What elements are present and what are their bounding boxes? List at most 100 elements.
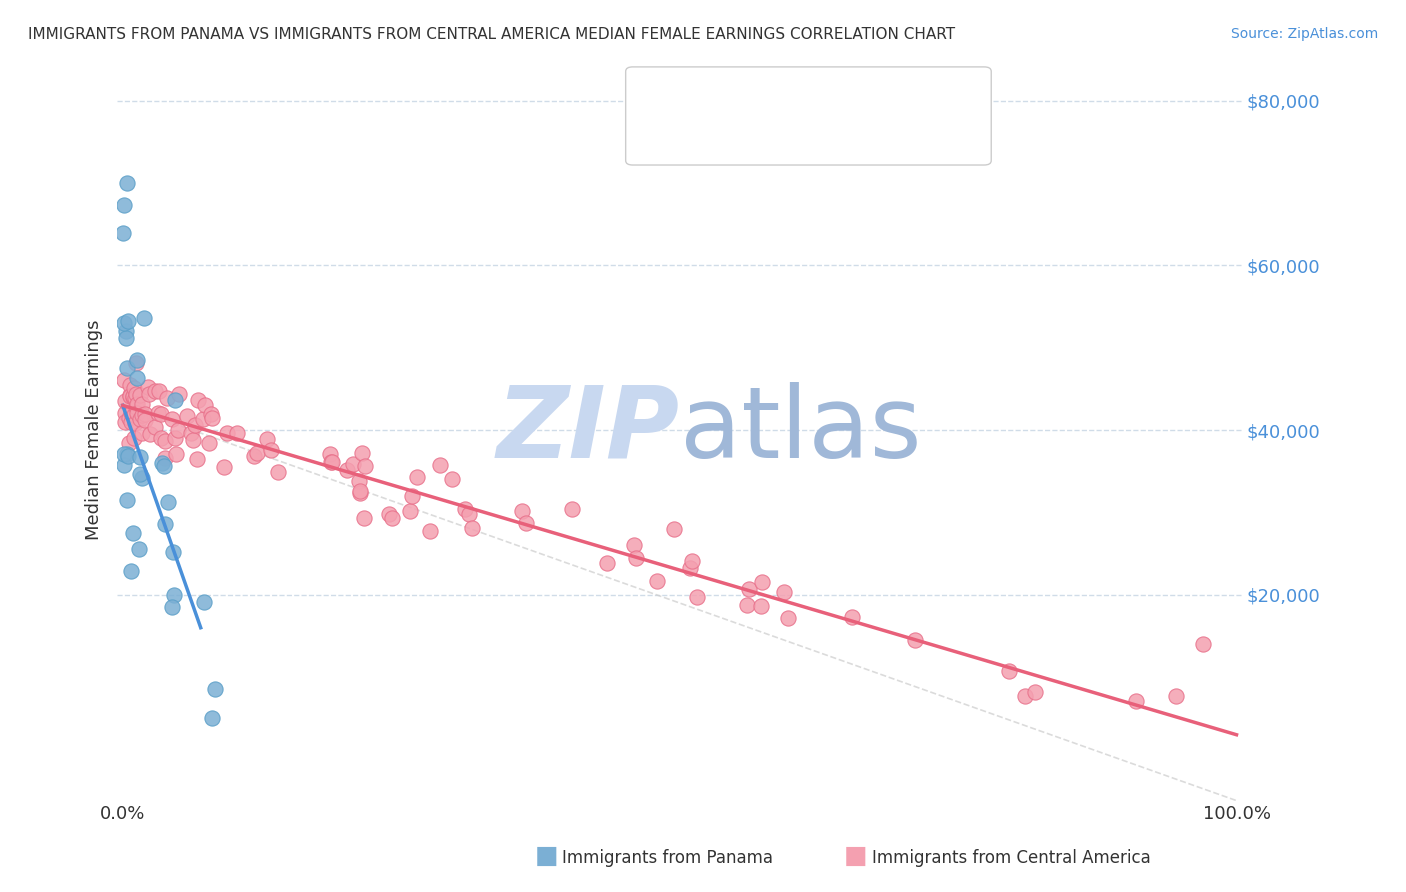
- Immigrants from Panama: [165, 393, 187, 408]
- Immigrants from Panama: [201, 711, 224, 725]
- Immigrants from Central America: [120, 389, 142, 403]
- Text: R =: R =: [682, 87, 718, 104]
- Text: atlas: atlas: [679, 382, 921, 479]
- Text: 33: 33: [862, 87, 886, 104]
- Immigrants from Central America: [186, 452, 208, 467]
- Immigrants from Central America: [1192, 637, 1215, 651]
- Immigrants from Central America: [624, 550, 647, 565]
- Immigrants from Central America: [125, 397, 148, 411]
- Immigrants from Central America: [148, 384, 170, 399]
- Immigrants from Central America: [460, 521, 482, 535]
- Immigrants from Panama: [150, 456, 173, 470]
- Immigrants from Central America: [131, 426, 153, 441]
- Immigrants from Panama: [129, 467, 152, 482]
- Immigrants from Central America: [118, 435, 141, 450]
- Text: Immigrants from Panama: Immigrants from Panama: [562, 849, 773, 867]
- Immigrants from Central America: [138, 386, 160, 401]
- Immigrants from Central America: [165, 431, 187, 445]
- Immigrants from Central America: [120, 378, 142, 392]
- Immigrants from Central America: [679, 560, 702, 574]
- Immigrants from Central America: [120, 416, 142, 430]
- Immigrants from Panama: [112, 447, 135, 461]
- Immigrants from Central America: [776, 611, 799, 625]
- Immigrants from Central America: [176, 409, 198, 423]
- Text: ■: ■: [654, 124, 675, 144]
- Text: ZIP: ZIP: [496, 382, 679, 479]
- Immigrants from Central America: [998, 664, 1021, 678]
- Immigrants from Central America: [114, 406, 136, 420]
- Immigrants from Central America: [149, 431, 172, 445]
- Text: Source: ZipAtlas.com: Source: ZipAtlas.com: [1230, 27, 1378, 41]
- Immigrants from Central America: [623, 538, 645, 552]
- Immigrants from Panama: [128, 541, 150, 556]
- Immigrants from Central America: [212, 459, 235, 474]
- Immigrants from Panama: [160, 600, 183, 615]
- Immigrants from Central America: [349, 486, 371, 500]
- Text: ■: ■: [844, 845, 868, 868]
- Immigrants from Panama: [193, 594, 215, 608]
- Immigrants from Central America: [1014, 689, 1036, 703]
- Immigrants from Central America: [454, 502, 477, 516]
- Immigrants from Central America: [165, 447, 187, 461]
- Immigrants from Central America: [645, 574, 668, 588]
- Immigrants from Central America: [148, 406, 170, 420]
- Immigrants from Central America: [686, 590, 709, 604]
- Immigrants from Panama: [153, 458, 176, 473]
- Text: ■: ■: [654, 84, 675, 103]
- Immigrants from Central America: [904, 632, 927, 647]
- Text: Immigrants from Central America: Immigrants from Central America: [872, 849, 1150, 867]
- Immigrants from Central America: [122, 389, 145, 403]
- Immigrants from Central America: [118, 410, 141, 425]
- Text: IMMIGRANTS FROM PANAMA VS IMMIGRANTS FROM CENTRAL AMERICA MEDIAN FEMALE EARNINGS: IMMIGRANTS FROM PANAMA VS IMMIGRANTS FRO…: [28, 27, 955, 42]
- Text: 113: 113: [862, 127, 897, 145]
- Immigrants from Panama: [112, 226, 135, 240]
- Immigrants from Central America: [217, 426, 239, 441]
- Immigrants from Central America: [138, 427, 160, 442]
- Immigrants from Panama: [117, 314, 139, 328]
- Immigrants from Panama: [114, 197, 136, 211]
- Immigrants from Central America: [429, 458, 451, 472]
- Immigrants from Central America: [191, 411, 214, 425]
- Immigrants from Central America: [321, 455, 343, 469]
- Immigrants from Central America: [124, 387, 146, 401]
- Immigrants from Central America: [184, 417, 207, 432]
- Immigrants from Central America: [681, 554, 703, 568]
- Immigrants from Central America: [399, 504, 422, 518]
- Immigrants from Central America: [124, 416, 146, 430]
- Immigrants from Central America: [512, 504, 534, 518]
- Immigrants from Central America: [1164, 689, 1187, 703]
- Immigrants from Central America: [347, 474, 370, 488]
- Immigrants from Panama: [204, 682, 226, 697]
- Immigrants from Central America: [187, 393, 209, 408]
- Immigrants from Central America: [1024, 685, 1046, 699]
- Immigrants from Panama: [153, 517, 176, 532]
- Immigrants from Panama: [120, 564, 142, 578]
- Immigrants from Panama: [112, 316, 135, 330]
- Immigrants from Central America: [515, 516, 537, 530]
- Immigrants from Central America: [156, 391, 179, 405]
- Text: R =: R =: [682, 127, 718, 145]
- Immigrants from Panama: [127, 371, 149, 385]
- Immigrants from Central America: [122, 408, 145, 422]
- Immigrants from Central America: [200, 407, 222, 421]
- Immigrants from Central America: [124, 391, 146, 405]
- Immigrants from Central America: [350, 446, 373, 460]
- Immigrants from Central America: [134, 413, 156, 427]
- Immigrants from Central America: [243, 449, 266, 463]
- Immigrants from Central America: [122, 381, 145, 395]
- Immigrants from Central America: [405, 470, 427, 484]
- Immigrants from Central America: [114, 393, 136, 408]
- Immigrants from Central America: [125, 406, 148, 420]
- Immigrants from Central America: [138, 380, 160, 394]
- Immigrants from Central America: [131, 397, 153, 411]
- Immigrants from Central America: [180, 426, 202, 441]
- Immigrants from Central America: [596, 556, 619, 570]
- Immigrants from Panama: [115, 361, 138, 376]
- Immigrants from Central America: [150, 407, 173, 421]
- Text: -0.900: -0.900: [734, 127, 793, 145]
- Immigrants from Central America: [381, 511, 404, 525]
- Immigrants from Panama: [115, 493, 138, 508]
- Immigrants from Central America: [183, 433, 205, 447]
- Immigrants from Central America: [260, 443, 283, 458]
- Immigrants from Panama: [117, 449, 139, 463]
